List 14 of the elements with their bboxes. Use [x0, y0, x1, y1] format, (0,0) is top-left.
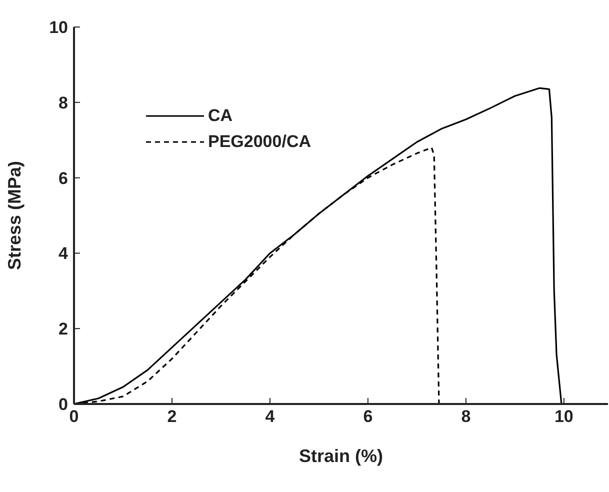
y-tick-label: 8	[58, 93, 68, 112]
x-tick-label: 2	[167, 407, 177, 426]
x-tick-label: 6	[363, 407, 373, 426]
x-tick-label: 8	[461, 407, 471, 426]
y-tick-label: 6	[58, 168, 68, 188]
y-tick-label: 4	[58, 244, 69, 264]
y-tick-label: 0	[58, 395, 68, 414]
x-tick-label: 4	[265, 407, 276, 426]
x-axis-title: Strain (%)	[298, 446, 384, 466]
legend-label: PEG2000/CA	[208, 132, 311, 152]
legend-label: CA	[208, 106, 233, 126]
y-tick-label: 2	[58, 320, 68, 339]
y-tick-label: 10	[49, 18, 68, 38]
x-tick-label: 10	[554, 407, 574, 426]
